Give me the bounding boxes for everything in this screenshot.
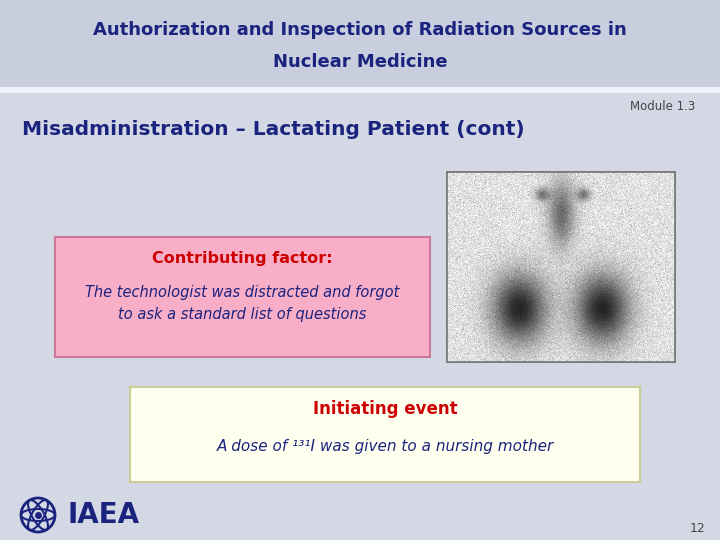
Text: Nuclear Medicine: Nuclear Medicine xyxy=(273,53,447,71)
Text: Authorization and Inspection of Radiation Sources in: Authorization and Inspection of Radiatio… xyxy=(93,21,627,39)
FancyBboxPatch shape xyxy=(0,87,720,93)
Text: IAEA: IAEA xyxy=(68,501,140,529)
Text: Contributing factor:: Contributing factor: xyxy=(152,252,333,267)
FancyBboxPatch shape xyxy=(130,387,640,482)
Text: A dose of ¹³¹I was given to a nursing mother: A dose of ¹³¹I was given to a nursing mo… xyxy=(217,440,554,455)
Text: Module 1.3: Module 1.3 xyxy=(630,100,695,113)
FancyBboxPatch shape xyxy=(55,237,430,357)
Text: Initiating event: Initiating event xyxy=(312,400,457,418)
Text: Misadministration – Lactating Patient (cont): Misadministration – Lactating Patient (c… xyxy=(22,120,525,139)
Text: to ask a standard list of questions: to ask a standard list of questions xyxy=(118,307,366,322)
FancyBboxPatch shape xyxy=(447,172,675,362)
FancyBboxPatch shape xyxy=(0,0,720,88)
Text: 12: 12 xyxy=(689,522,705,535)
Text: The technologist was distracted and forgot: The technologist was distracted and forg… xyxy=(85,285,400,300)
